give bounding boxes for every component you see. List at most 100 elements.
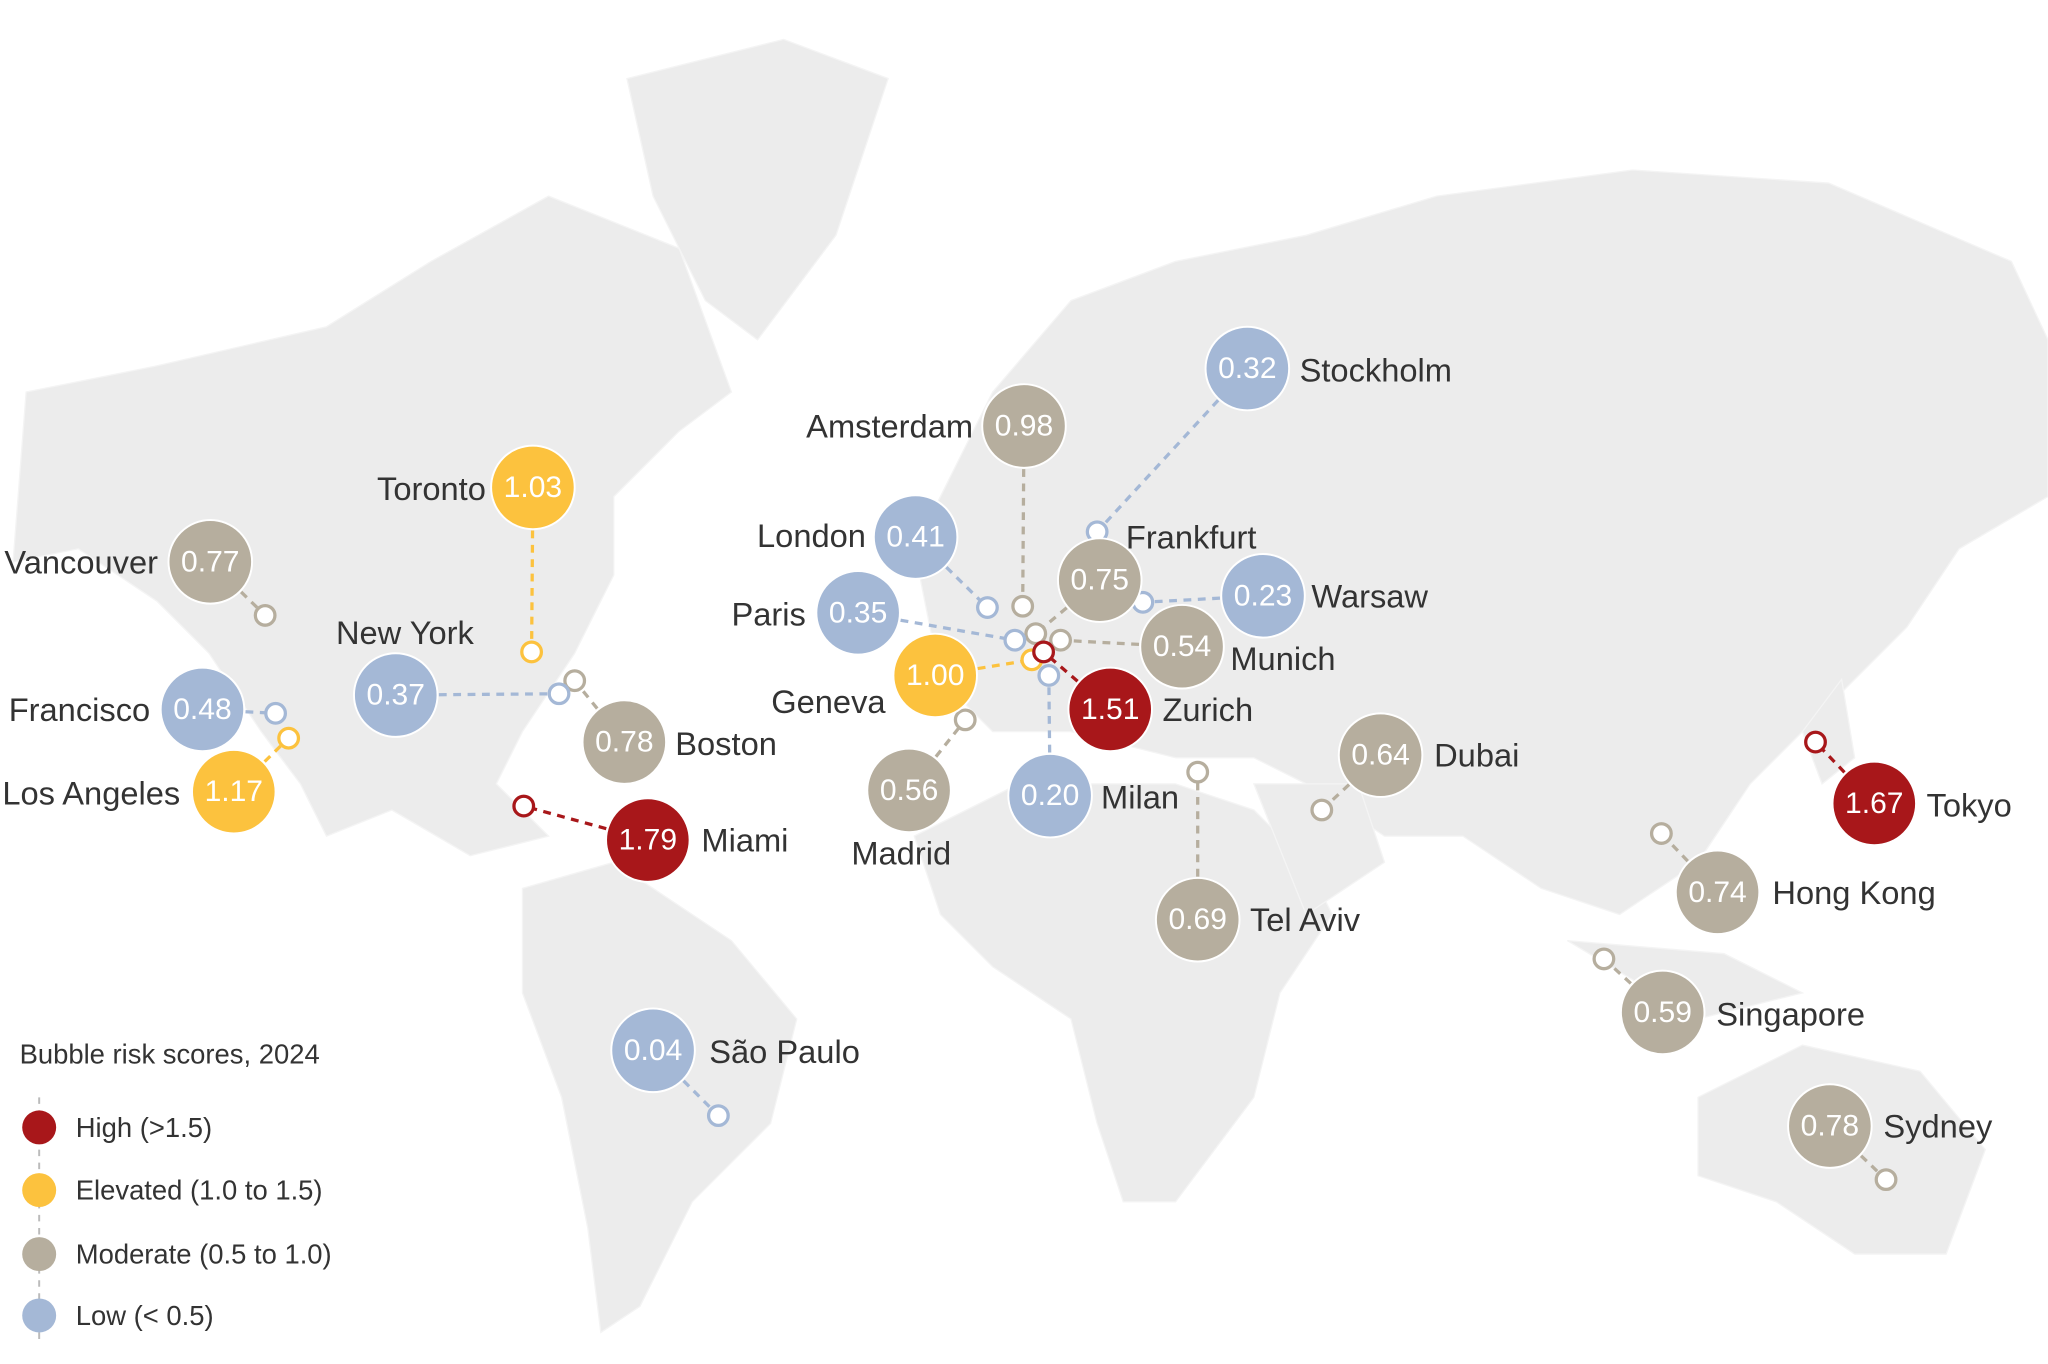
city-label: São Paulo (709, 1033, 860, 1070)
city-bubble-toronto[interactable]: 1.03 Toronto (377, 444, 576, 531)
location-marker-frankfurt (1024, 622, 1048, 646)
legend-item-moderate: Moderate (0.5 to 1.0) (22, 1237, 332, 1272)
score-value: 1.79 (619, 824, 677, 857)
connector-new-york (395, 692, 560, 697)
city-bubble-paris[interactable]: 0.35 Paris (732, 570, 901, 656)
city-bubble-tokyo[interactable]: 1.67 Tokyo (1831, 760, 2012, 847)
score-value: 0.48 (173, 693, 231, 726)
city-bubble-vancouver[interactable]: 0.77 Vancouver (4, 519, 254, 605)
japan (1801, 677, 1856, 785)
city-label: Sydney (1883, 1108, 1993, 1145)
bubble-circle (191, 748, 277, 835)
legend-label: Elevated (1.0 to 1.5) (76, 1175, 323, 1206)
city-label: Paris (732, 596, 806, 633)
city-bubble-boston[interactable]: 0.78 Boston (581, 699, 777, 785)
location-marker-los-angeles (277, 726, 301, 750)
bubble-circle (167, 519, 254, 605)
bubble-circle (1067, 666, 1153, 753)
city-bubble-madrid[interactable]: 0.56 Madrid (851, 747, 952, 872)
city-label: Tel Aviv (1250, 901, 1361, 938)
location-marker-miami (512, 794, 536, 818)
score-value: 0.64 (1351, 739, 1409, 772)
score-value: 1.00 (906, 659, 964, 692)
bubble-circle (1337, 712, 1424, 798)
legend-swatch (22, 1173, 57, 1208)
location-marker-london (975, 596, 999, 619)
city-bubble-tel-aviv[interactable]: 0.69 Tel Aviv (1154, 876, 1361, 963)
score-value: 0.41 (886, 521, 944, 554)
city-label: Stockholm (1300, 351, 1452, 388)
city-bubble-london[interactable]: 0.41 London (757, 494, 959, 580)
score-value: 0.59 (1633, 996, 1691, 1029)
city-label: London (757, 517, 866, 554)
bubble-circle (1154, 876, 1241, 963)
city-label: Vancouver (4, 543, 158, 580)
city-bubble-amsterdam[interactable]: 0.98 Amsterdam (806, 383, 1067, 469)
connector-sydney (1828, 1124, 1888, 1181)
score-value: 0.35 (829, 596, 887, 629)
city-bubble-dubai[interactable]: 0.64 Dubai (1337, 712, 1520, 798)
city-bubble-hong-kong[interactable]: 0.74 Hong Kong (1674, 849, 1936, 936)
score-value: 1.17 (205, 775, 263, 808)
city-bubble-new-york[interactable]: 0.37 New York (336, 614, 475, 738)
city-bubble-milan[interactable]: 0.20 Milan (1007, 752, 1179, 839)
city-bubble-munich[interactable]: 0.54 Munich (1139, 603, 1336, 690)
legend-item-elevated: Elevated (1.0 to 1.5) (22, 1173, 323, 1208)
bubble-circle (872, 494, 959, 580)
city-bubble-san-francisco[interactable]: 0.48 San Francisco (0, 666, 246, 753)
legend-label: High (>1.5) (76, 1112, 212, 1143)
score-value: 0.54 (1153, 630, 1211, 663)
city-label: Geneva (771, 683, 886, 720)
location-marker-dubai (1310, 798, 1334, 822)
score-value: 0.75 (1071, 564, 1129, 597)
city-label: Dubai (1434, 737, 1519, 774)
city-bubble-miami[interactable]: 1.79 Miami (605, 797, 788, 883)
score-value: 0.78 (1801, 1110, 1859, 1143)
location-marker-munich (1049, 628, 1072, 652)
location-marker-amsterdam (1011, 594, 1035, 618)
bubble-circle (159, 666, 246, 753)
score-value: 1.51 (1081, 693, 1139, 726)
bubble-circle (892, 632, 978, 719)
legend-swatch (22, 1110, 57, 1145)
legend-swatch (22, 1237, 57, 1272)
connector-vancouver (209, 560, 267, 617)
location-marker-paris (1003, 628, 1027, 652)
score-value: 0.69 (1168, 903, 1226, 936)
city-label: Frankfurt (1126, 519, 1257, 556)
city-bubble-s-o-paulo[interactable]: 0.04 São Paulo (610, 1007, 860, 1094)
city-label: Los Angeles (2, 775, 180, 812)
arabia (1252, 783, 1386, 916)
location-marker-new-york (547, 682, 571, 706)
legend: Bubble risk scores, 2024 High (>1.5) Elev… (20, 1038, 332, 1346)
legend-title: Bubble risk scores, 2024 (20, 1038, 320, 1069)
score-value: 0.37 (367, 679, 425, 712)
city-label: Zurich (1162, 691, 1253, 728)
location-marker-vancouver (253, 603, 277, 627)
city-bubble-warsaw[interactable]: 0.23 Warsaw (1220, 553, 1428, 639)
city-bubble-los-angeles[interactable]: 1.17 Los Angeles (2, 748, 277, 835)
city-bubble-singapore[interactable]: 0.59 Singapore (1619, 969, 1865, 1056)
score-value: 0.77 (181, 545, 239, 578)
bubble-circle (1787, 1083, 1873, 1169)
location-marker-s-o-paulo (706, 1104, 730, 1128)
connector-san-francisco (202, 707, 276, 715)
city-label: Boston (675, 725, 777, 762)
city-bubble-frankfurt[interactable]: 0.75 Frankfurt (1056, 519, 1257, 623)
city-bubble-zurich[interactable]: 1.51 Zurich (1067, 666, 1253, 753)
city-bubble-stockholm[interactable]: 0.32 Stockholm (1204, 325, 1452, 412)
bubble-circle (1056, 537, 1143, 623)
city-label: Singapore (1716, 995, 1865, 1032)
score-value: 0.04 (624, 1034, 682, 1067)
city-bubble-sydney[interactable]: 0.78 Sydney (1787, 1083, 1993, 1169)
location-marker-tel-aviv (1186, 760, 1210, 784)
location-marker-boston (563, 669, 587, 693)
location-marker-singapore (1592, 947, 1616, 971)
bubble-circle (490, 444, 576, 531)
city-bubble-geneva[interactable]: 1.00 Geneva (771, 632, 978, 720)
bubble-circle (1674, 849, 1761, 936)
city-label: San Francisco (0, 691, 150, 728)
score-value: 0.20 (1021, 779, 1079, 812)
legend-label: Moderate (0.5 to 1.0) (76, 1239, 332, 1270)
